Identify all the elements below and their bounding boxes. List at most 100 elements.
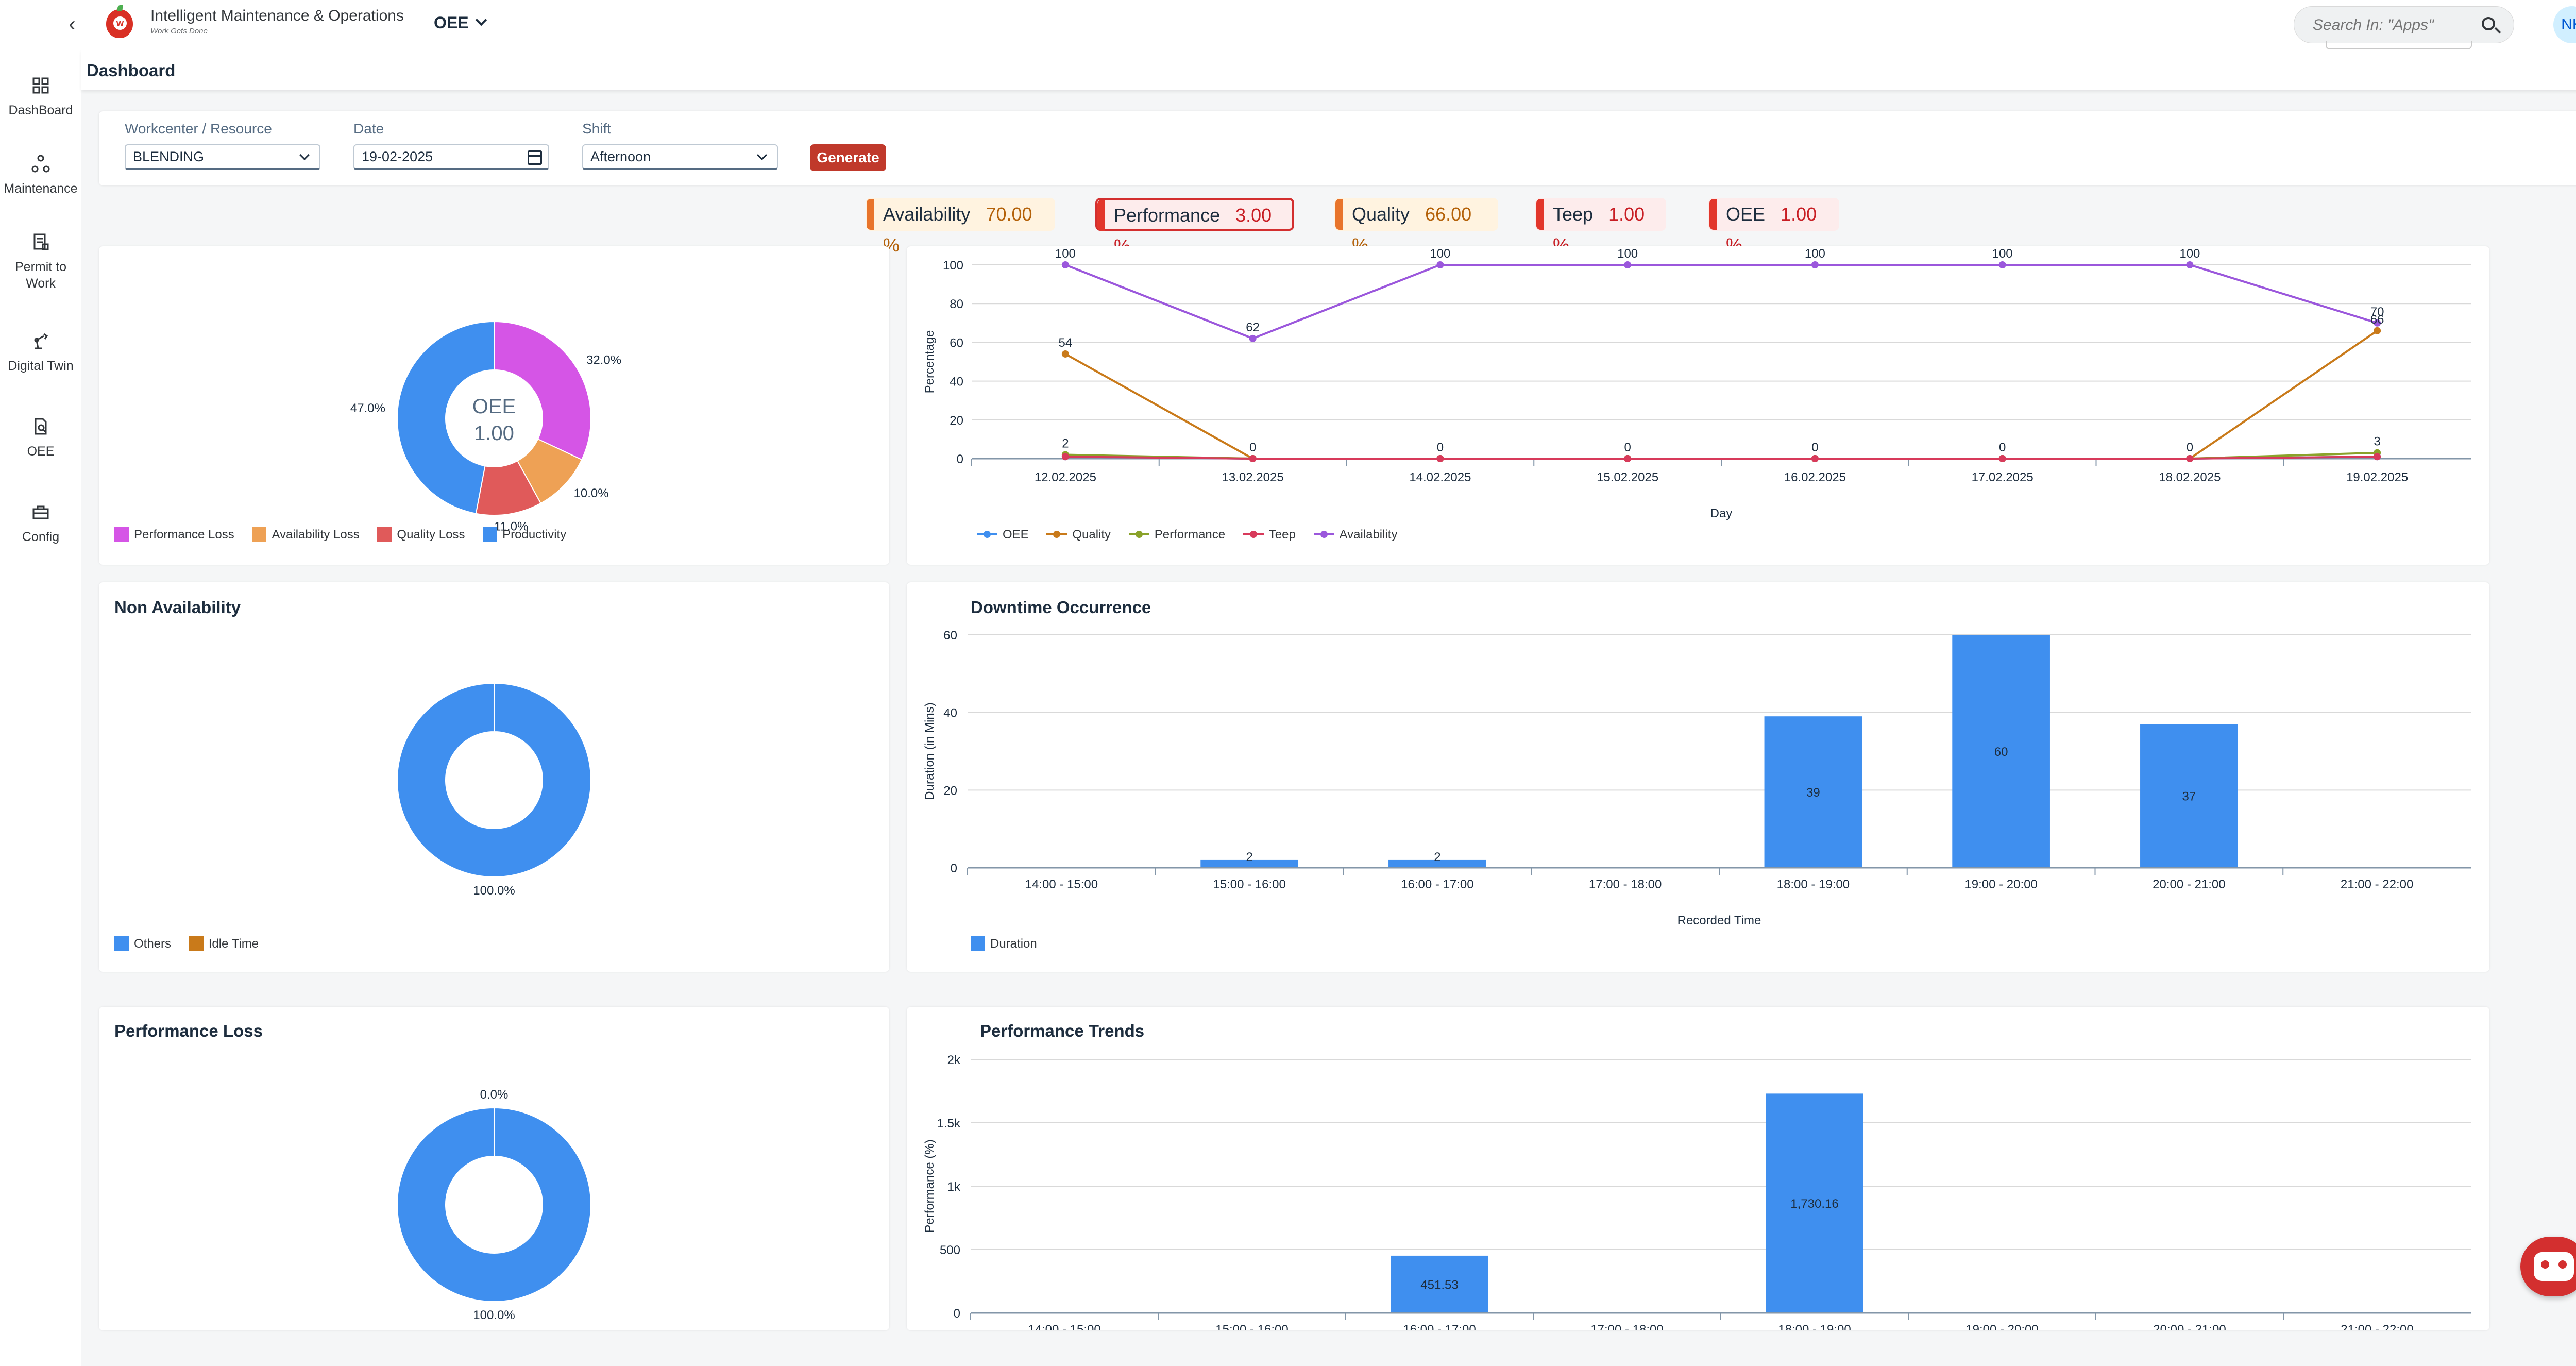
x-tick-label: 18:00 - 19:00 [1777, 878, 1850, 891]
nav-label-dashboard: DashBoard [8, 103, 73, 117]
search-field[interactable] [2294, 6, 2514, 43]
legend-item[interactable]: Quality [1046, 528, 1111, 542]
data-label: 0 [1999, 441, 2006, 454]
performance-trends-bar-chart: 0 500 1k 1.5k 2k 451.53 1,730.16 14:00 - 15:00 1… [923, 1053, 2471, 1330]
x-tick-label: 15:00 - 16:00 [1215, 1323, 1288, 1330]
robot-eye [2558, 1260, 2567, 1269]
x-tick-label: 15.02.2025 [1597, 470, 1658, 484]
search-icon[interactable] [2482, 17, 2495, 30]
legend-item[interactable]: Performance Loss [114, 527, 234, 543]
downtime-legend: Duration [971, 936, 1052, 952]
nav-label-permit-line2: Work [26, 276, 56, 291]
data-point [1811, 455, 1819, 462]
chatbot-button[interactable] [2520, 1237, 2576, 1296]
calendar-icon[interactable] [528, 150, 542, 165]
nav-label-permit-line1: Permit to [14, 260, 67, 274]
legend-item[interactable]: Teep [1243, 528, 1296, 542]
legend-item[interactable]: Quality Loss [377, 527, 465, 543]
robot-arm-icon [34, 333, 48, 349]
shift-select[interactable]: Afternoon [582, 144, 778, 170]
legend-item[interactable]: Duration [971, 936, 1037, 952]
bar [1200, 859, 1298, 868]
bar [1764, 716, 1862, 868]
legend-line [977, 530, 997, 538]
generate-button[interactable]: Generate [810, 144, 886, 171]
user-avatar[interactable]: NK [2553, 6, 2576, 43]
toolbox-icon [32, 505, 49, 519]
legend-item[interactable]: Performance [1128, 528, 1225, 542]
x-tick-label: 21:00 - 22:00 [2341, 878, 2413, 891]
nav-item-digital-twin[interactable]: Digital Twin [0, 331, 81, 374]
chevron-down-icon [757, 150, 767, 160]
x-tick-label: 16:00 - 17:00 [1403, 1323, 1476, 1330]
workcenter-label: Workcenter / Resource [125, 121, 272, 137]
data-label: 70 [2370, 305, 2384, 319]
data-point [1249, 455, 1257, 462]
non-availability-title: Non Availability [114, 598, 241, 617]
legend-item[interactable]: Productivity [483, 527, 566, 543]
donut-center-label: OEE [472, 395, 516, 418]
nav-item-oee[interactable]: OEE [0, 416, 81, 460]
document-search-icon [35, 418, 47, 435]
data-label: 100 [1055, 247, 1076, 261]
nav-label-maintenance: Maintenance [4, 181, 78, 196]
data-point [2374, 453, 2381, 461]
non-availability-donut-chart: 100.0% [396, 682, 591, 898]
performance-loss-title: Performance Loss [114, 1021, 263, 1040]
data-label: 2 [1062, 436, 1069, 450]
y-tick-label: 100 [943, 259, 963, 273]
nav-item-config[interactable]: Config [0, 502, 81, 545]
nav-item-maintenance[interactable]: Maintenance [0, 154, 81, 197]
x-tick-label: 17:00 - 18:00 [1590, 1323, 1663, 1330]
y-axis-title: Duration (in Mins) [923, 702, 937, 800]
legend-item[interactable]: Idle Time [189, 936, 259, 952]
date-value: 19-02-2025 [362, 149, 433, 164]
grid-icon [32, 77, 49, 94]
nav-item-dashboard[interactable]: DashBoard [0, 75, 81, 119]
kpi-availability: Availability 70.00 % [866, 198, 1055, 256]
header-toggle[interactable] [2326, 41, 2472, 49]
data-label: 0 [1249, 441, 1256, 454]
oee-donut-legend: Performance Loss Availability Loss Quali… [114, 527, 581, 543]
data-point [1436, 261, 1444, 268]
legend-item[interactable]: Availability [1313, 528, 1397, 542]
workcenter-select[interactable]: BLENDING [125, 144, 320, 170]
y-tick-label: 20 [950, 414, 963, 428]
x-tick-label: 20:00 - 21:00 [2153, 878, 2225, 891]
nav-item-permit-to-work[interactable]: Permit to Work [0, 232, 81, 292]
x-tick-label: 16:00 - 17:00 [1401, 878, 1473, 891]
data-point [2374, 327, 2381, 334]
oee-donut-chart: 32.0% 10.0% 11.0% 47.0% OEE 1.00 [350, 321, 621, 533]
bar-data-label: 60 [1994, 745, 2008, 759]
series-line [1064, 330, 2378, 460]
data-point [1998, 261, 2006, 268]
search-input[interactable] [2313, 15, 2472, 36]
back-button[interactable]: ‹ [61, 11, 83, 37]
legend-item[interactable]: OEE [977, 528, 1029, 542]
legend-item[interactable]: Others [114, 936, 171, 952]
donut-data-label: 11.0% [494, 519, 528, 533]
x-tick-label: 14:00 - 15:00 [1025, 878, 1098, 891]
data-label: 62 [1246, 321, 1260, 334]
x-tick-label: 20:00 - 21:00 [2153, 1323, 2226, 1330]
date-picker[interactable]: 19-02-2025 [353, 144, 549, 170]
x-tick-label: 18:00 - 19:00 [1778, 1323, 1851, 1330]
kpi-status-bar [1335, 199, 1343, 230]
x-tick-label: 19:00 - 20:00 [1965, 1323, 2038, 1330]
data-label: 0 [2187, 441, 2193, 454]
donut-slice [494, 321, 591, 461]
product-switch-menu[interactable]: OEE [434, 13, 487, 32]
data-point [1811, 261, 1819, 268]
legend-item[interactable]: Availability Loss [252, 527, 360, 543]
kpi-value: 70.00 % [883, 204, 1032, 256]
kpi-name: OEE [1726, 204, 1766, 225]
data-label: 0 [1437, 441, 1444, 454]
y-tick-label: 1k [947, 1180, 961, 1194]
y-tick-label: 20 [943, 784, 957, 798]
document-lock-icon [33, 233, 49, 250]
data-point [1624, 261, 1632, 268]
oee-breakdown-card: 32.0% 10.0% 11.0% 47.0% OEE 1.00 Performance … [99, 246, 889, 565]
app-title: Intelligent Maintenance & Operations [150, 7, 404, 24]
y-tick-label: 80 [950, 297, 963, 311]
chevron-down-icon [299, 150, 310, 160]
